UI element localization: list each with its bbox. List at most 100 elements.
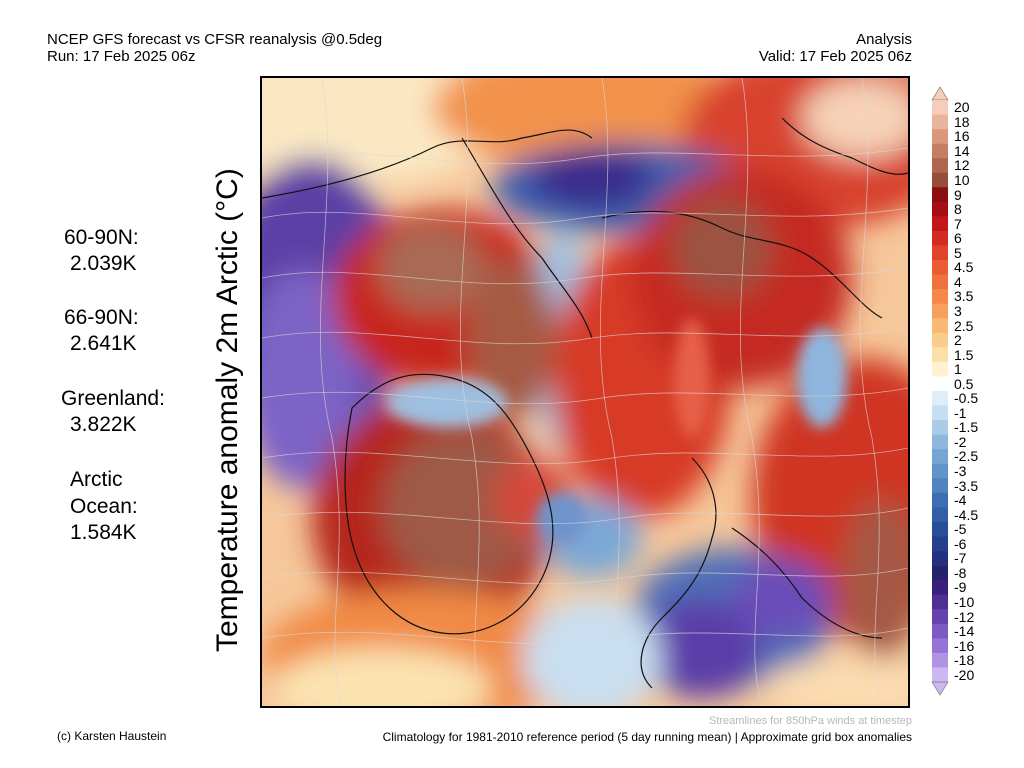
stat-value-60-90n: 2.039K <box>70 252 137 275</box>
colorbar-swatch <box>932 260 948 275</box>
colorbar-swatch <box>932 303 948 319</box>
colorbar-tick-label: -4 <box>954 492 967 509</box>
colorbar-tick-label: -12 <box>954 608 975 625</box>
colorbar-swatch <box>932 245 948 261</box>
colorbar-swatch <box>932 347 948 363</box>
anomaly-map <box>260 76 910 708</box>
colorbar-tick-label: 9 <box>954 186 962 203</box>
colorbar-swatch <box>932 332 948 348</box>
stat-value-66-90n: 2.641K <box>70 332 137 355</box>
stat-label-66-90n: 66-90N: <box>64 306 139 329</box>
colorbar-tick-label: 12 <box>954 157 970 174</box>
colorbar-tick-label: 7 <box>954 215 962 232</box>
stat-value-greenland: 3.822K <box>70 413 137 436</box>
colorbar-swatch <box>932 594 948 610</box>
colorbar-tick-label: 3.5 <box>954 288 974 305</box>
stat-value-arctic-ocean: 1.584K <box>70 521 137 544</box>
stat-label-ocean: Ocean: <box>70 495 138 518</box>
colorbar-swatch <box>932 420 948 435</box>
colorbar-tick-label: -1.5 <box>954 419 979 436</box>
colorbar-swatch <box>932 551 948 566</box>
colorbar-tick-label: -6 <box>954 535 967 552</box>
colorbar-swatch <box>932 143 948 159</box>
colorbar-swatch <box>932 187 948 203</box>
streamline-note: Streamlines for 850hPa winds at timestep <box>709 715 912 727</box>
colorbar-swatch <box>932 391 948 406</box>
colorbar-swatch <box>932 623 948 639</box>
colorbar-tick-label: -8 <box>954 564 967 581</box>
colorbar-arrow-top <box>931 86 949 101</box>
colorbar-swatch <box>932 492 948 508</box>
anomaly-map-svg <box>262 78 908 706</box>
colorbar-swatch <box>932 565 948 581</box>
stat-label-greenland: Greenland: <box>61 387 165 410</box>
colorbar-tick-label: 10 <box>954 172 970 189</box>
colorbar-tick-label: 1 <box>954 361 962 378</box>
valid-time: Valid: 17 Feb 2025 06z <box>758 48 912 65</box>
colorbar-swatch <box>932 361 948 377</box>
colorbar-tick-label: -3 <box>954 463 967 480</box>
coastlines <box>262 117 908 689</box>
credit: (c) Karsten Haustein <box>57 729 167 743</box>
colorbar-tick-label: -10 <box>954 593 975 610</box>
colorbar-tick-label: 20 <box>954 99 970 116</box>
colorbar-tick-label: -20 <box>954 666 975 683</box>
colorbar-tick-label: 18 <box>954 113 970 130</box>
colorbar-swatch <box>932 638 948 654</box>
colorbar-swatch <box>932 478 948 494</box>
colorbar-tick-label: -2 <box>954 433 967 450</box>
colorbar-swatch <box>932 405 948 421</box>
colorbar-tick-label: -14 <box>954 623 975 640</box>
colorbar-arrow-bottom <box>931 681 949 696</box>
colorbar-tick-label: 6 <box>954 230 962 247</box>
colorbar-swatch <box>932 463 948 479</box>
stat-label-arctic: Arctic <box>70 468 123 491</box>
colorbar-tick-label: 8 <box>954 201 962 218</box>
colorbar-swatch <box>932 114 948 130</box>
colorbar-swatch <box>932 230 948 246</box>
analysis-label: Analysis <box>856 31 912 48</box>
colorbar-swatch <box>932 507 948 523</box>
colorbar-tick-label: 2.5 <box>954 317 974 334</box>
anomaly-field <box>262 78 908 706</box>
colorbar-tick-label: 1.5 <box>954 346 974 363</box>
colorbar-swatch <box>932 580 948 595</box>
colorbar-swatch <box>932 172 948 188</box>
colorbar-swatches <box>931 86 949 696</box>
stat-label-60-90n: 60-90N: <box>64 226 139 249</box>
colorbar-swatch <box>932 158 948 174</box>
colorbar-swatch <box>932 667 948 683</box>
colorbar-swatch <box>932 318 948 334</box>
colorbar-tick-label: 4.5 <box>954 259 974 276</box>
colorbar-tick-label: -7 <box>954 550 967 567</box>
colorbar-title: Temperature anomaly 2m Arctic (°C) <box>211 168 244 652</box>
colorbar-swatch <box>932 201 948 217</box>
colorbar-tick-label: 5 <box>954 244 962 261</box>
colorbar-tick-label: -5 <box>954 521 967 538</box>
colorbar-tick-label: -0.5 <box>954 390 979 407</box>
colorbar-tick-label: -9 <box>954 579 967 596</box>
colorbar-swatch <box>932 609 948 625</box>
colorbar <box>931 86 949 696</box>
colorbar-swatch <box>932 289 948 304</box>
colorbar-tick-label: 16 <box>954 128 970 145</box>
colorbar-swatch <box>932 216 948 232</box>
colorbar-swatch <box>932 434 948 450</box>
colorbar-tick-label: -16 <box>954 637 975 654</box>
colorbar-tick-label: -4.5 <box>954 506 979 523</box>
colorbar-swatch <box>932 521 948 537</box>
colorbar-tick-label: 4 <box>954 273 962 290</box>
map-title: NCEP GFS forecast vs CFSR reanalysis @0.… <box>47 31 383 48</box>
colorbar-swatch <box>932 129 948 144</box>
colorbar-tick-label: -2.5 <box>954 448 979 465</box>
colorbar-swatch <box>932 376 948 392</box>
colorbar-tick-label: -3.5 <box>954 477 979 494</box>
colorbar-swatch <box>932 274 948 290</box>
colorbar-tick-label: 0.5 <box>954 375 974 392</box>
colorbar-swatch <box>932 100 948 115</box>
run-time: Run: 17 Feb 2025 06z <box>47 48 196 65</box>
colorbar-tick-label: 2 <box>954 332 962 349</box>
colorbar-tick-label: -1 <box>954 404 967 421</box>
wind-streamlines <box>262 78 908 706</box>
colorbar-tick-label: 14 <box>954 142 970 159</box>
